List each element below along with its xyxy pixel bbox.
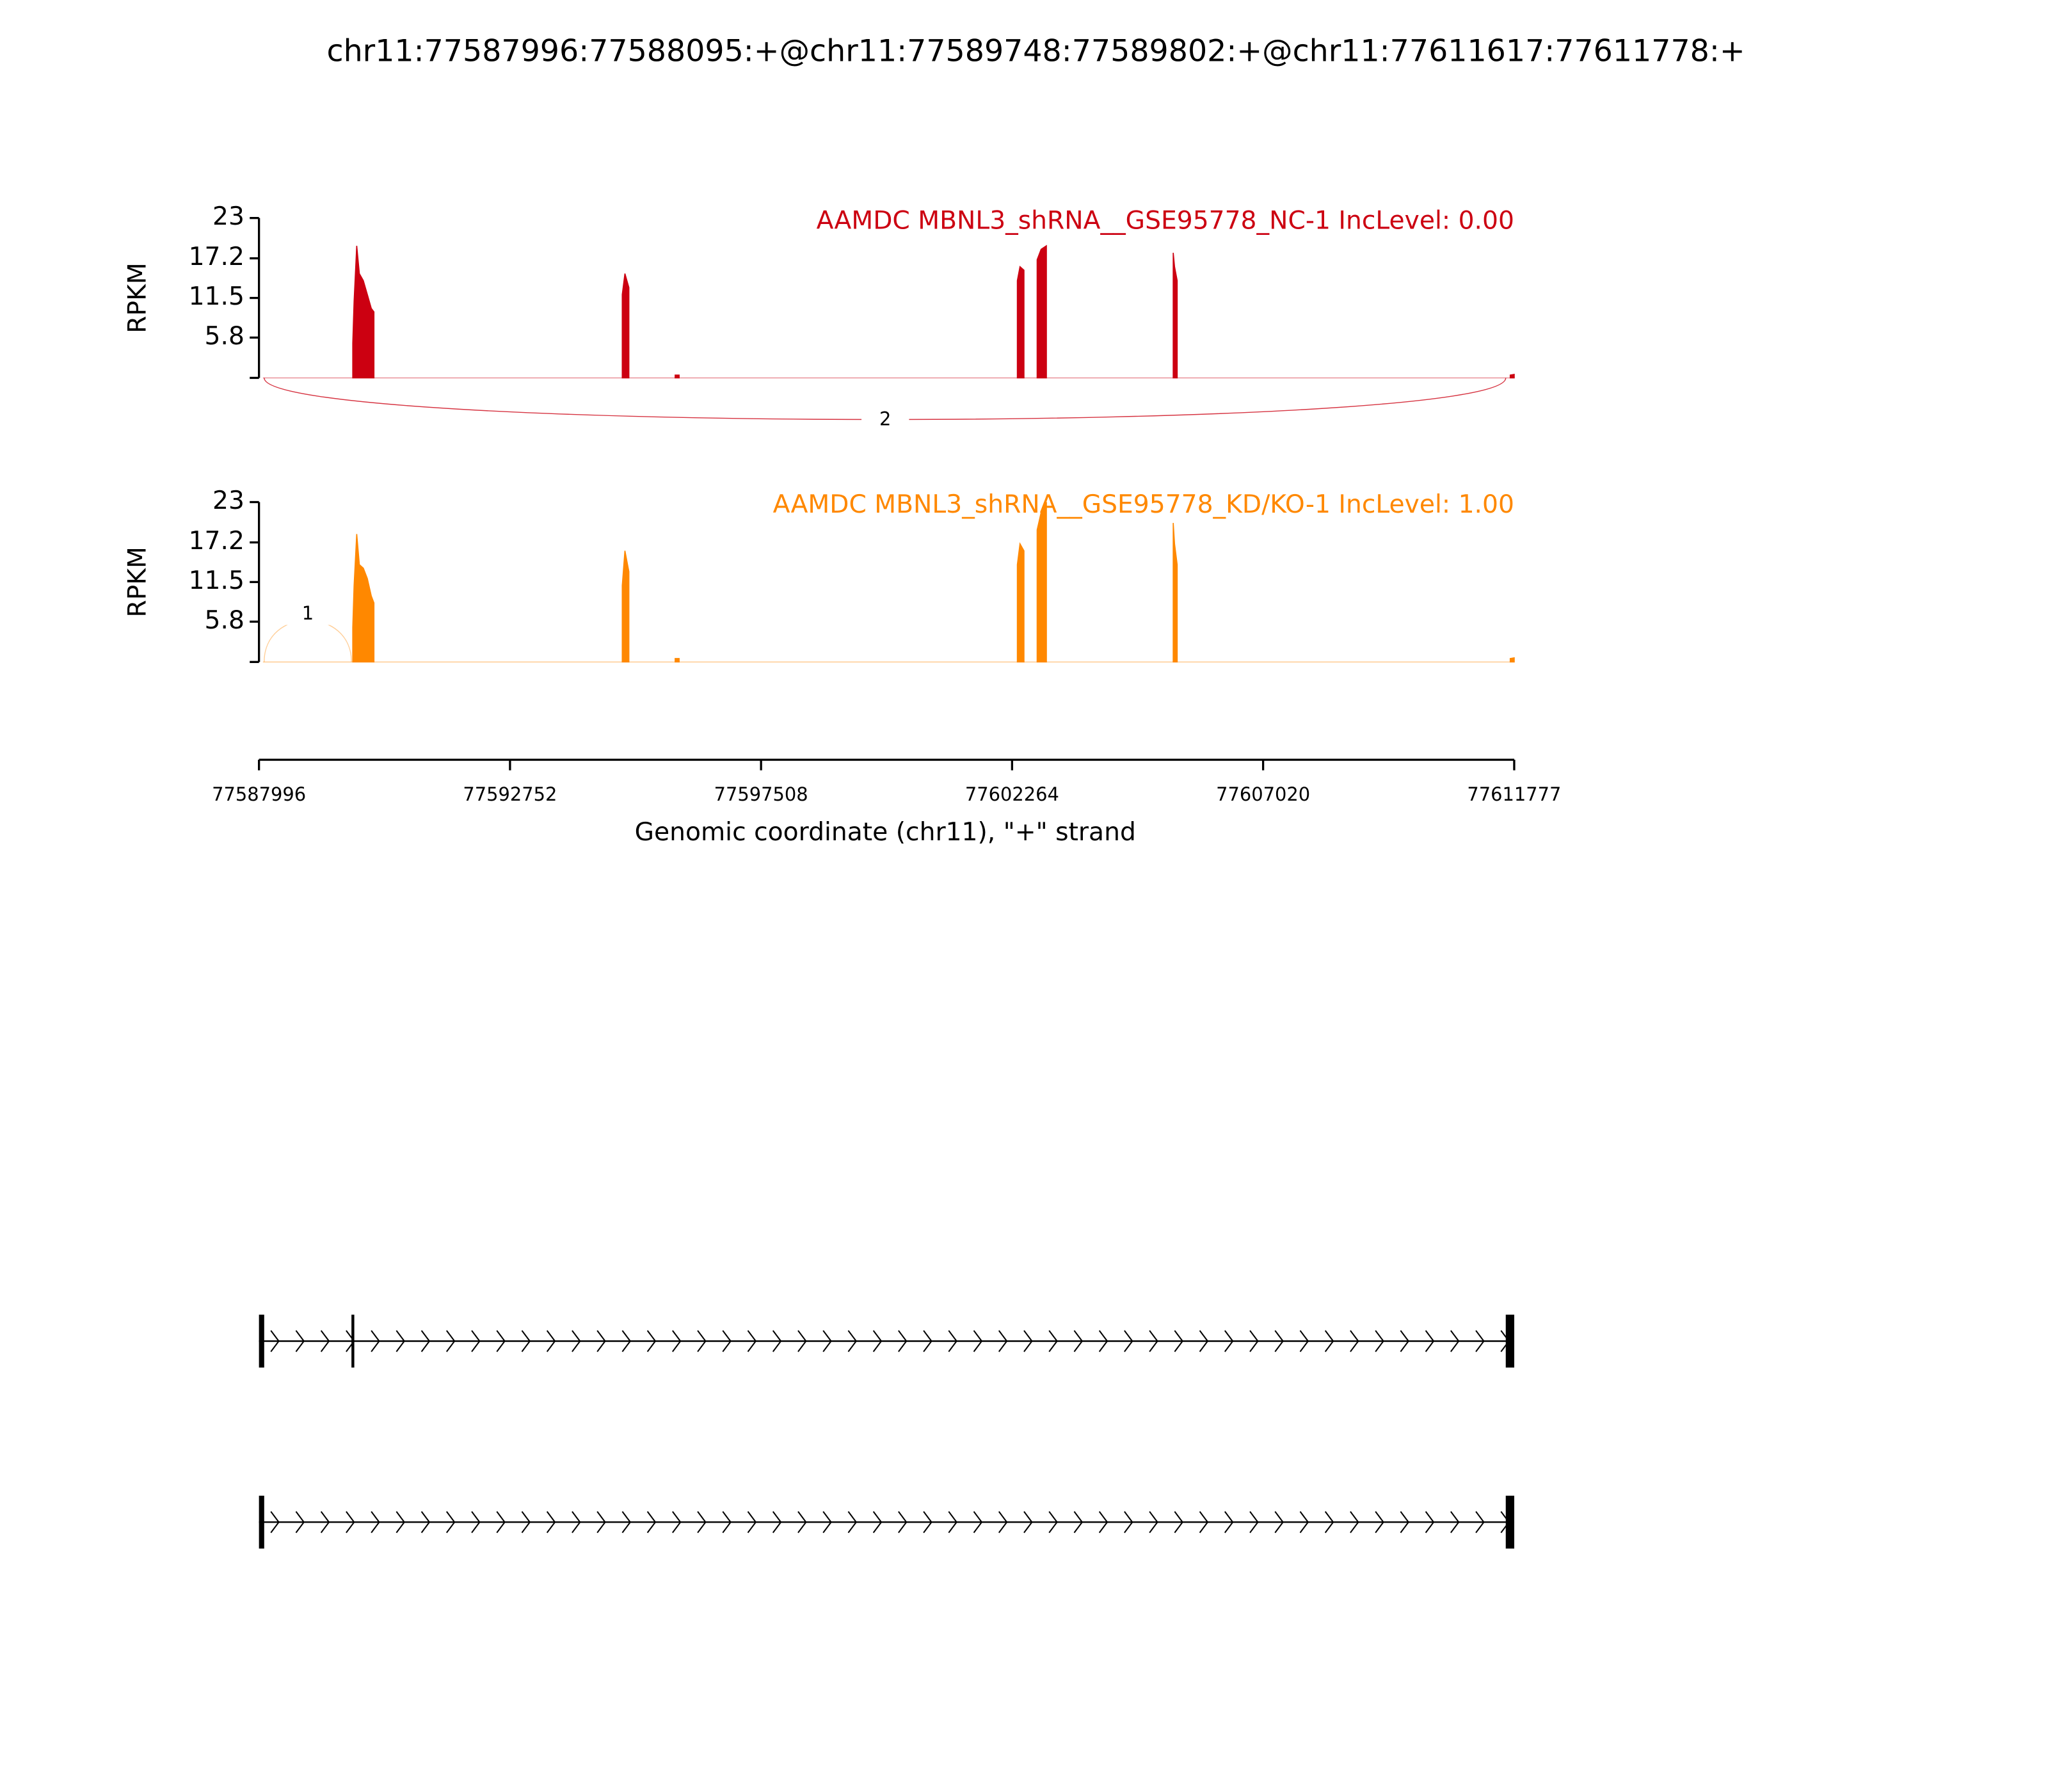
junction-count: 2 (879, 408, 891, 430)
strand-chevrons (270, 1511, 1510, 1533)
exon (351, 1315, 355, 1368)
junction-label-bg (284, 604, 332, 625)
x-tick-label: 77597508 (714, 783, 808, 805)
y-axis-label: RPKM (123, 262, 152, 333)
y-axis-label: RPKM (123, 547, 152, 617)
junction-count: 1 (302, 602, 314, 624)
x-tick-label: 77602264 (965, 783, 1059, 805)
y-tick-label: 23 (212, 486, 244, 515)
x-tick-label: 77607020 (1216, 783, 1310, 805)
y-tick-label: 5.8 (205, 322, 244, 351)
exon (1505, 1315, 1515, 1368)
y-tick-label: 5.8 (205, 606, 244, 635)
y-tick-label: 23 (212, 202, 244, 231)
exon (259, 1496, 264, 1549)
y-tick-label: 11.5 (189, 566, 244, 595)
track-title: AAMDC MBNL3_shRNA__GSE95778_KD/KO-1 IncL… (773, 490, 1514, 519)
y-tick-label: 17.2 (189, 527, 244, 556)
y-tick-label: 11.5 (189, 282, 244, 311)
x-tick-label: 77592752 (463, 783, 557, 805)
exon (1505, 1496, 1515, 1549)
junction-label-bg (861, 410, 909, 431)
coverage-area (352, 502, 1515, 663)
x-tick-label: 77611777 (1467, 783, 1561, 805)
chart-title: chr11:77587996:77588095:+@chr11:77589748… (327, 34, 1745, 69)
x-axis-label: Genomic coordinate (chr11), "+" strand (635, 818, 1136, 847)
y-tick-label: 17.2 (189, 243, 244, 271)
x-tick-label: 77587996 (212, 783, 306, 805)
coverage-area (352, 244, 1515, 379)
track-title: AAMDC MBNL3_shRNA__GSE95778_NC-1 IncLeve… (817, 206, 1514, 235)
exon (259, 1315, 264, 1368)
strand-chevrons (270, 1330, 1510, 1352)
